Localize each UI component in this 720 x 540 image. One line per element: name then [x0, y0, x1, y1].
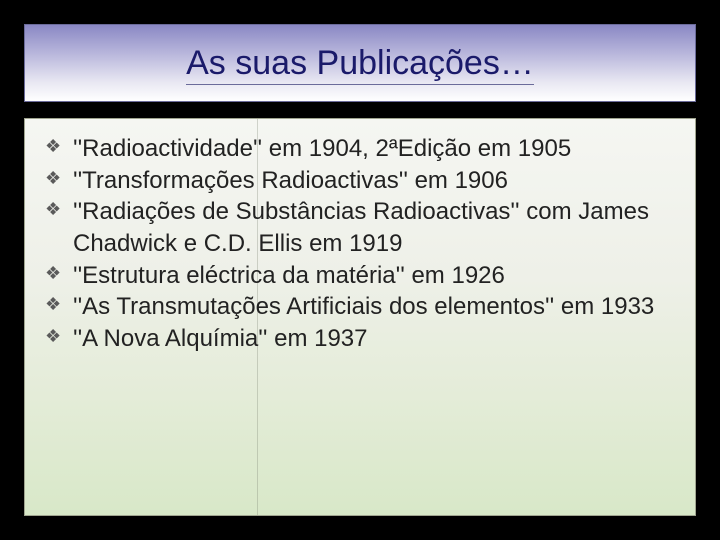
- list-item: ❖ ''Estrutura eléctrica da matéria'' em …: [45, 260, 675, 292]
- diamond-bullet-icon: ❖: [45, 295, 63, 313]
- diamond-bullet-icon: ❖: [45, 137, 63, 155]
- list-item: ❖ ''Transformações Radioactivas'' em 190…: [45, 165, 675, 197]
- diamond-bullet-icon: ❖: [45, 327, 63, 345]
- slide: As suas Publicações… ❖ ''Radioactividade…: [0, 0, 720, 540]
- slide-title: As suas Publicações…: [186, 44, 534, 83]
- list-item: ❖ ''As Transmutações Artificiais dos ele…: [45, 291, 675, 323]
- list-item-text: ''Transformações Radioactivas'' em 1906: [73, 167, 508, 194]
- list-item: ❖ ''Radioactividade'' em 1904, 2ªEdição …: [45, 133, 675, 165]
- list-item: ❖ ''Radiações de Substâncias Radioactiva…: [45, 196, 675, 259]
- list-item-text: ''A Nova Alquímia'' em 1937: [73, 325, 368, 352]
- list-item-text: ''Estrutura eléctrica da matéria'' em 19…: [73, 262, 505, 289]
- list-item: ❖ ''A Nova Alquímia'' em 1937: [45, 323, 675, 355]
- list-item-text: ''As Transmutações Artificiais dos eleme…: [73, 293, 654, 320]
- diamond-bullet-icon: ❖: [45, 200, 63, 218]
- list-item-text: ''Radioactividade'' em 1904, 2ªEdição em…: [73, 135, 571, 162]
- list-item-text: ''Radiações de Substâncias Radioactivas'…: [73, 198, 649, 257]
- diamond-bullet-icon: ❖: [45, 169, 63, 187]
- diamond-bullet-icon: ❖: [45, 264, 63, 282]
- content-box: ❖ ''Radioactividade'' em 1904, 2ªEdição …: [24, 118, 696, 516]
- title-box: As suas Publicações…: [24, 24, 696, 102]
- bullet-list: ❖ ''Radioactividade'' em 1904, 2ªEdição …: [45, 133, 675, 355]
